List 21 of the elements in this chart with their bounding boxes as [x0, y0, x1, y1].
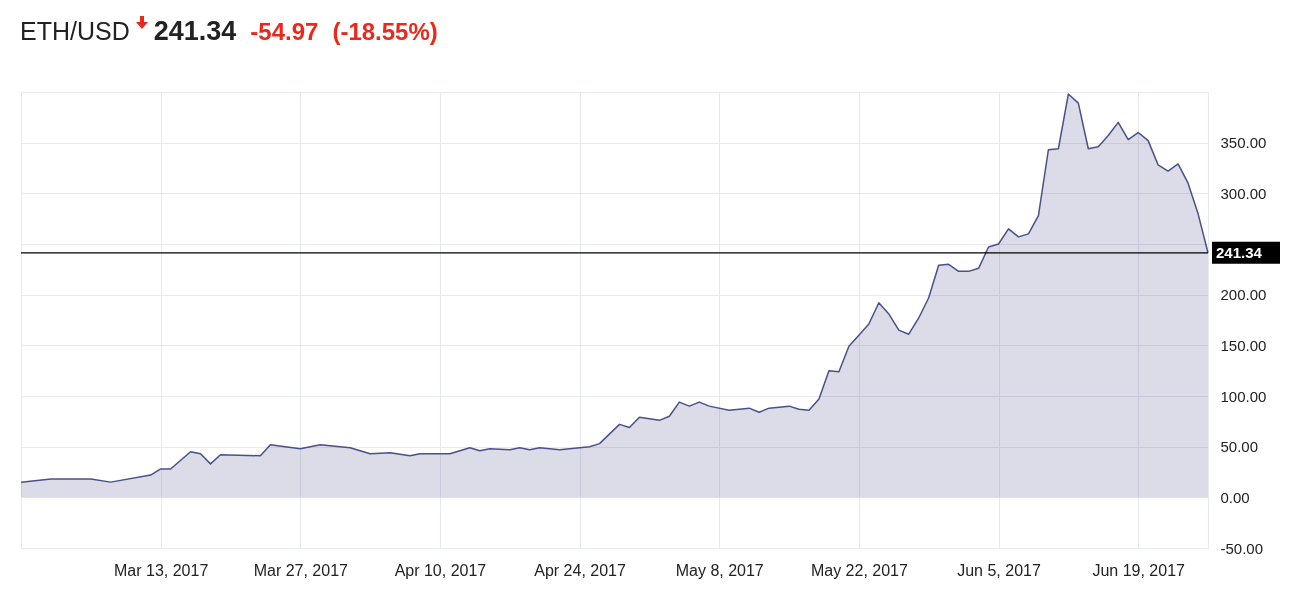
y-tick-label: 200.00: [1220, 286, 1267, 304]
y-tick-label: 150.00: [1220, 336, 1267, 354]
text: -54.97: [250, 18, 319, 45]
x-tick-label: Mar 27, 2017: [253, 561, 349, 579]
text: (-18.55%): [332, 18, 438, 45]
x-tick-label: Jun 5, 2017: [957, 561, 1041, 579]
y-tick-label: 0.00: [1220, 488, 1250, 506]
x-tick-label: Jun 19, 2017: [1092, 561, 1186, 579]
text: 241.34: [153, 16, 237, 46]
y-tick-label: 100.00: [1220, 387, 1267, 405]
x-tick-label: Mar 13, 2017: [114, 561, 209, 579]
x-tick-label: Apr 10, 2017: [394, 561, 487, 579]
x-tick-label: May 22, 2017: [810, 561, 908, 579]
y-tick-label: 50.00: [1220, 438, 1259, 456]
chart-title: ETH/USD: [20, 17, 130, 45]
x-tick-label: Apr 24, 2017: [534, 561, 626, 579]
y-tick-label: -50.00: [1220, 539, 1264, 557]
x-tick-label: May 8, 2017: [675, 561, 764, 579]
y-tick-label: 350.00: [1220, 134, 1267, 152]
ref-line-label: 241.34: [1216, 243, 1263, 261]
y-tick-label: 300.00: [1220, 184, 1267, 202]
